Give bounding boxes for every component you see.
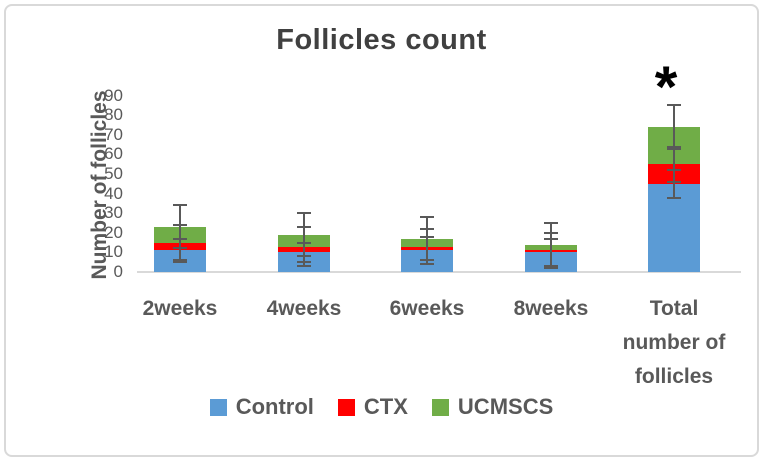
y-tick-label: 60 (104, 144, 123, 164)
legend-item-ucmscs: UCMSCS (431, 394, 554, 420)
legend-item-ctx: CTX (337, 394, 408, 420)
error-bar-cap (420, 263, 434, 266)
error-bar-cap (173, 204, 187, 207)
y-tick-label: 30 (104, 203, 123, 223)
y-tick-label: 0 (113, 262, 123, 281)
error-bar-cap (173, 247, 187, 250)
y-tick-label: 80 (104, 105, 123, 125)
legend-swatch-icon (337, 398, 355, 416)
error-bar-cap (544, 222, 558, 224)
error-bar-ucmscs (426, 217, 428, 261)
legend-item-control: Control (209, 394, 314, 420)
error-bar-control (673, 170, 675, 198)
error-bar-cap (173, 261, 187, 264)
error-bar-cap (297, 265, 311, 268)
error-bar-cap (667, 147, 681, 150)
legend-label: UCMSCS (457, 394, 554, 419)
y-tick-label: 40 (104, 183, 123, 203)
error-bar-cap (667, 180, 681, 183)
y-tick-label: 20 (104, 222, 123, 242)
x-axis-label: 4weeks (266, 297, 342, 320)
y-tick-label: 70 (104, 124, 123, 144)
x-axis-label: Total number of follicles (622, 297, 726, 388)
error-bar-cap (420, 216, 434, 219)
error-bar-ucmscs (673, 105, 675, 149)
error-bar-cap (667, 104, 681, 107)
error-bar-cap (544, 267, 558, 270)
y-tick-label: 50 (104, 164, 123, 183)
significance-asterisk: * (654, 55, 678, 120)
error-bar-cap (297, 255, 311, 258)
x-axis-label: 2weeks (142, 297, 218, 320)
error-bar-cap (667, 196, 681, 199)
error-bar-cap (544, 265, 558, 268)
x-axis-label: 8weeks (513, 297, 589, 320)
legend: Control CTX UCMSCS (0, 394, 763, 420)
legend-swatch-icon (431, 398, 449, 416)
error-bar-cap (173, 259, 187, 262)
error-bar-ctx (673, 146, 675, 182)
error-bar-ucmscs (303, 213, 305, 257)
error-bar-cap (420, 259, 434, 262)
y-tick-label: 90 (104, 85, 123, 105)
legend-label: Control (235, 394, 314, 419)
legend-label: CTX (363, 394, 408, 419)
chart-title: Follicles count (276, 24, 487, 56)
y-tick-label: 10 (104, 242, 123, 262)
x-axis-line (137, 271, 741, 273)
error-bar-ucmscs (179, 205, 181, 249)
legend-swatch-icon (209, 398, 227, 416)
x-axis-label: 6weeks (389, 297, 465, 320)
error-bar-ucmscs (550, 223, 552, 267)
error-bar-cap (297, 212, 311, 215)
